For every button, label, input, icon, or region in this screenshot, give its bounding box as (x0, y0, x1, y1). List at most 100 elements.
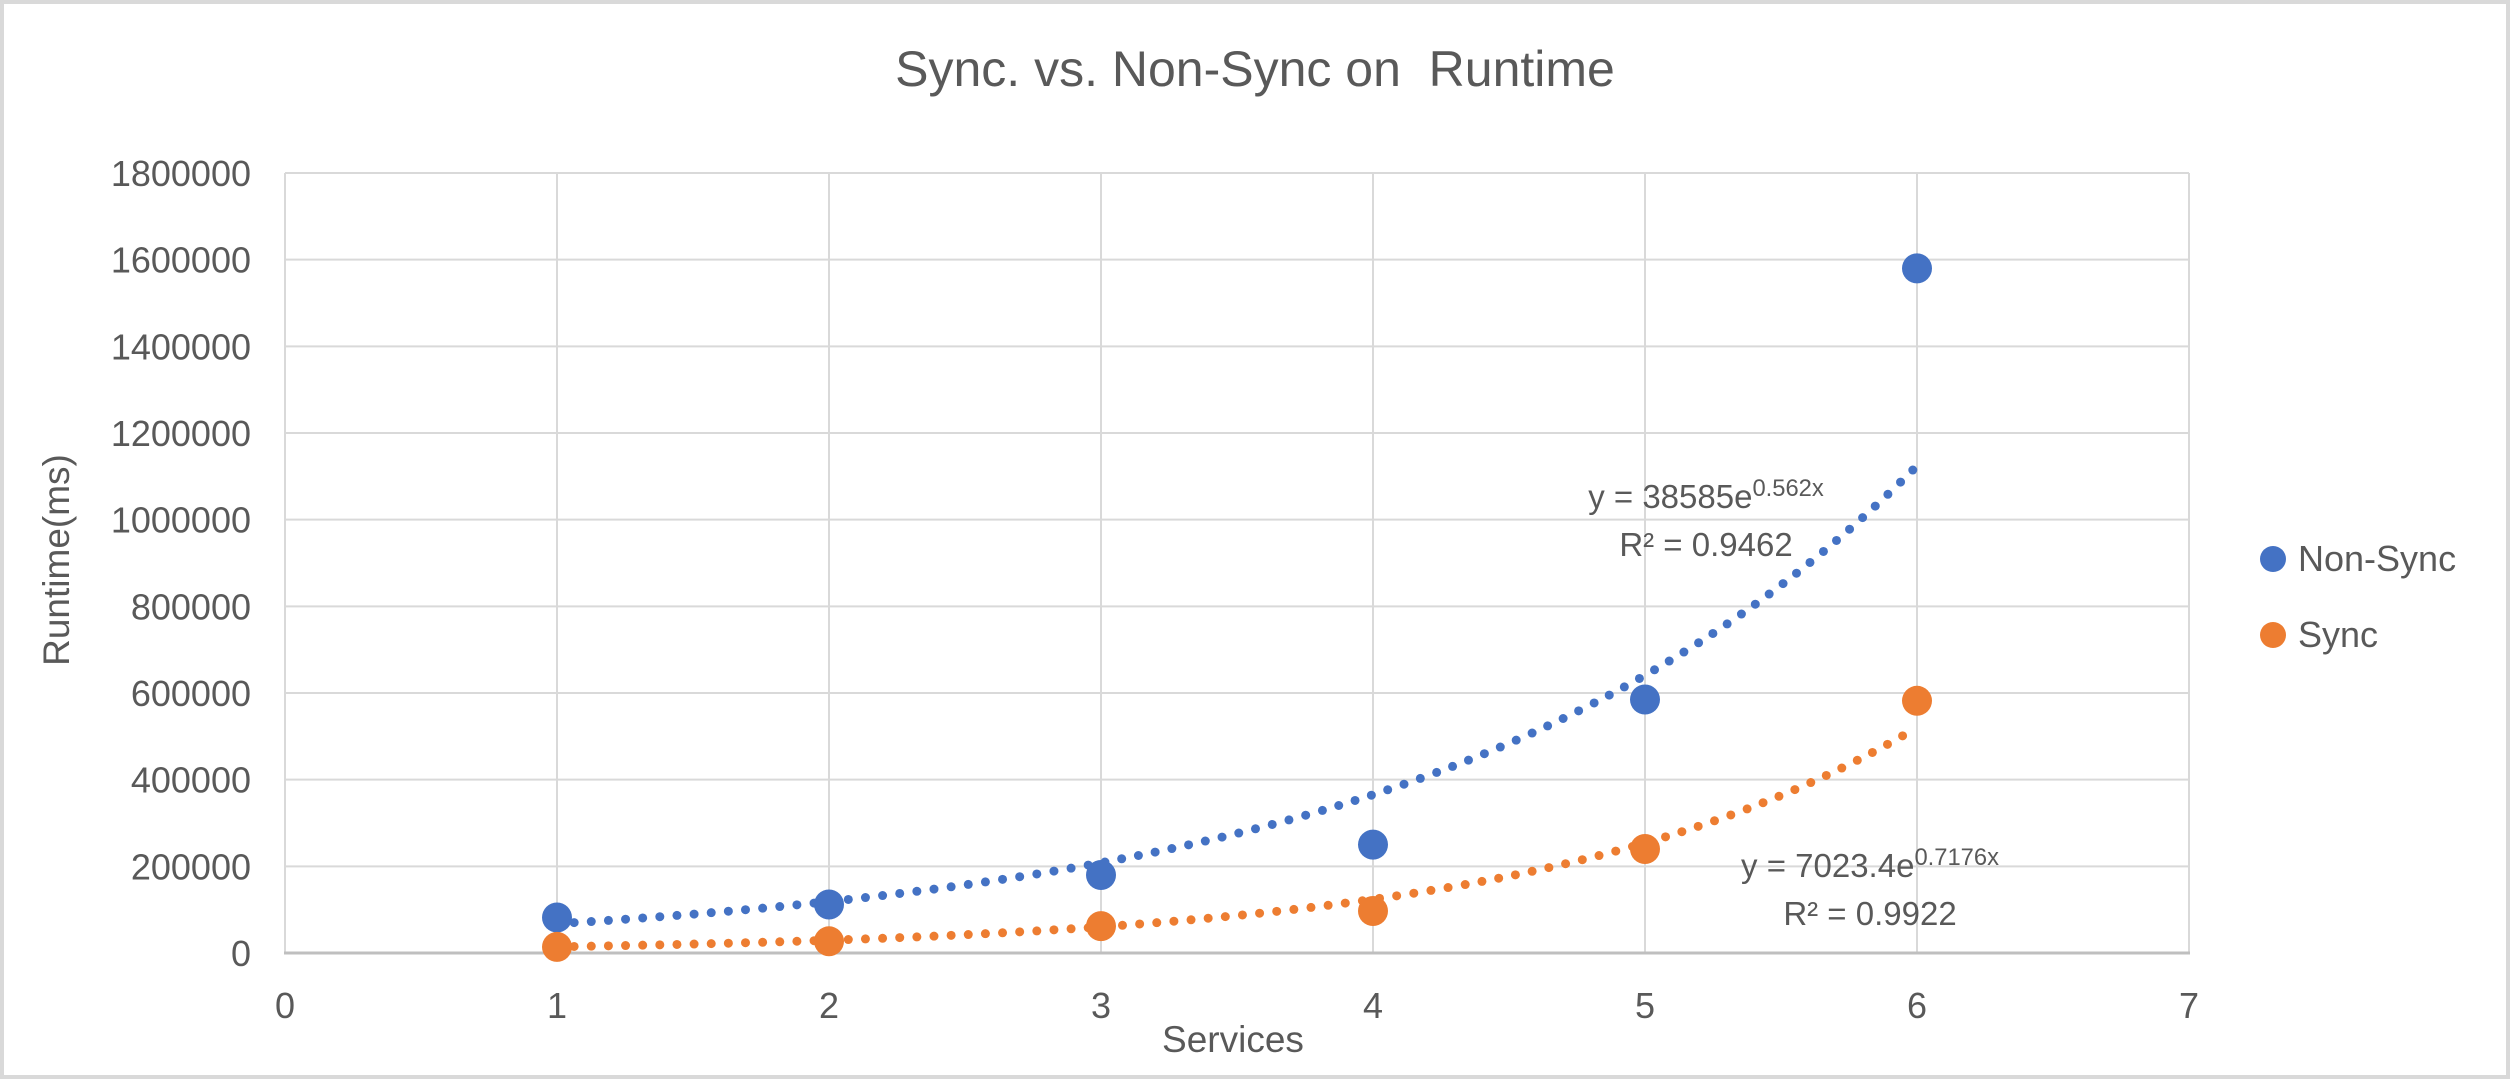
trendline-dot-sync (843, 935, 853, 945)
trendline-dot-non-sync (929, 884, 939, 894)
legend-label-sync: Sync (2298, 614, 2379, 655)
trendline-dot-non-sync (1350, 795, 1360, 805)
trendline-dot-non-sync (1722, 619, 1732, 629)
trendline-dot-sync (1611, 846, 1621, 856)
x-axis-title: Services (1162, 1019, 1304, 1060)
trendline-dot-sync (1392, 891, 1402, 901)
trendline-dot-non-sync (1366, 790, 1376, 800)
trendline-dot-non-sync (895, 888, 905, 898)
trendline-dot-non-sync (1184, 840, 1194, 850)
trendline-dot-non-sync (1479, 749, 1489, 759)
trendline-dot-sync (1693, 821, 1703, 831)
trendline-dot-non-sync (1908, 465, 1918, 475)
trendline-dot-non-sync (1858, 513, 1868, 523)
trendline-dot-sync (1774, 791, 1784, 801)
data-point-sync (1902, 685, 1932, 716)
trendline-dot-sync (1135, 919, 1145, 929)
trendline-dot-non-sync (860, 893, 870, 903)
trendline-dot-non-sync (775, 902, 785, 912)
y-tick-label: 0 (231, 933, 251, 974)
trendline-dot-sync (929, 931, 939, 941)
trendline-label-non-sync: y = 38585e0.562x R² = 0.9462 (1496, 475, 1916, 567)
trendline-dot-sync (946, 930, 956, 940)
trendline-dot-sync (1049, 925, 1059, 935)
trendline-dot-non-sync (655, 912, 665, 922)
trendline-dot-sync (1494, 873, 1504, 883)
trendline-dot-non-sync (758, 903, 768, 913)
trendline-dot-sync (1510, 870, 1520, 880)
trendline-dot-non-sync (1217, 832, 1227, 842)
trendline-dot-sync (1544, 863, 1554, 873)
trendline-dot-non-sync (1543, 721, 1553, 731)
chart-title: Sync. vs. Non-Sync on Runtime (895, 41, 1615, 97)
plot-area: 0 200000 400000 600000 800000 1000000 1200000 1… (111, 153, 2199, 1026)
trendline-dot-sync (1594, 851, 1604, 861)
y-tick-label: 1400000 (111, 326, 251, 367)
trendline-dot-non-sync (1301, 810, 1311, 820)
trendline-dot-sync (775, 937, 785, 947)
trendline-dot-sync (1577, 855, 1587, 865)
trendline-dot-sync (1882, 739, 1892, 749)
trendline-dot-sync (1015, 927, 1025, 937)
trendline-dot-sync (1677, 827, 1687, 837)
trendline-dot-non-sync (1150, 847, 1160, 857)
trendline-dot-non-sync (1066, 863, 1076, 873)
trendline-dot-non-sync (1167, 844, 1177, 854)
y-tick-label: 1000000 (111, 500, 251, 541)
trendline-dot-sync (1867, 747, 1877, 757)
trendline-label-sync: y = 7023.4e0.7176x R² = 0.9922 (1660, 844, 2080, 936)
data-point-sync (814, 926, 844, 957)
trendline-dot-non-sync (1750, 599, 1760, 609)
trendline-dot-non-sync (1015, 872, 1025, 882)
trendline-dot-sync (740, 938, 750, 948)
trendline-dot-non-sync (1117, 854, 1127, 864)
trendline-dot-sync (1323, 900, 1333, 910)
trendline-dot-non-sync (980, 877, 990, 887)
trendline-dot-non-sync (1870, 501, 1880, 511)
trendline-dot-non-sync (1558, 714, 1568, 724)
trendline-dot-non-sync (1604, 690, 1614, 700)
y-axis-title: Runtime(ms) (36, 454, 77, 666)
trendline-dot-sync (1742, 804, 1752, 814)
trendline-dot-non-sync (1432, 767, 1442, 777)
trendline-dot-sync (1852, 755, 1862, 765)
x-tick-label: 5 (1635, 985, 1655, 1026)
trendline-dot-non-sync (1284, 815, 1294, 825)
trendline-dot-non-sync (1650, 665, 1660, 675)
trendline-dot-non-sync (1511, 735, 1521, 745)
trendline-dot-sync (1426, 885, 1436, 895)
trendline-dot-non-sync (1619, 682, 1629, 692)
trendline-dot-non-sync (1049, 866, 1059, 876)
trendline-dot-sync (1837, 763, 1847, 773)
data-point-sync (1358, 895, 1388, 926)
y-tick-label: 1200000 (111, 413, 251, 454)
data-point-non-sync (814, 889, 844, 920)
trendline-dot-non-sync (1415, 773, 1425, 783)
trendline-dot-sync (1272, 906, 1282, 916)
trendline-dot-sync (723, 938, 733, 948)
trendline-dot-sync (1255, 908, 1265, 918)
trendline-dot-non-sync (1589, 698, 1599, 708)
trendline-dot-non-sync (1383, 785, 1393, 795)
trendline-dot-sync (706, 939, 716, 949)
trendline-dot-sync (895, 933, 905, 943)
trendline-dot-non-sync (1679, 647, 1689, 657)
trendline-equation-non-sync: y = 38585e0.562x (1588, 475, 1824, 515)
x-tick-label: 7 (2179, 985, 2199, 1026)
y-tick-label: 400000 (131, 760, 251, 801)
trendline-dot-sync (621, 941, 631, 951)
trendline-dot-sync (689, 939, 699, 949)
trendline-dot-sync (1460, 880, 1470, 890)
legend-label-non-sync: Non-Sync (2298, 538, 2457, 579)
trendline-dot-sync (1186, 915, 1196, 925)
data-point-non-sync (1086, 860, 1116, 890)
trendline-dot-non-sync (1317, 805, 1327, 815)
trendline-dot-sync (912, 932, 922, 942)
trendline-dot-non-sync (638, 913, 648, 923)
trendline-dot-sync (655, 940, 665, 950)
trendline-dot-non-sync (946, 882, 956, 892)
trendline-dot-sync (1032, 926, 1042, 936)
trendline-dot-non-sync (1896, 477, 1906, 487)
trendline-dot-non-sync (1818, 546, 1828, 556)
trendline-dot-sync (792, 936, 802, 946)
